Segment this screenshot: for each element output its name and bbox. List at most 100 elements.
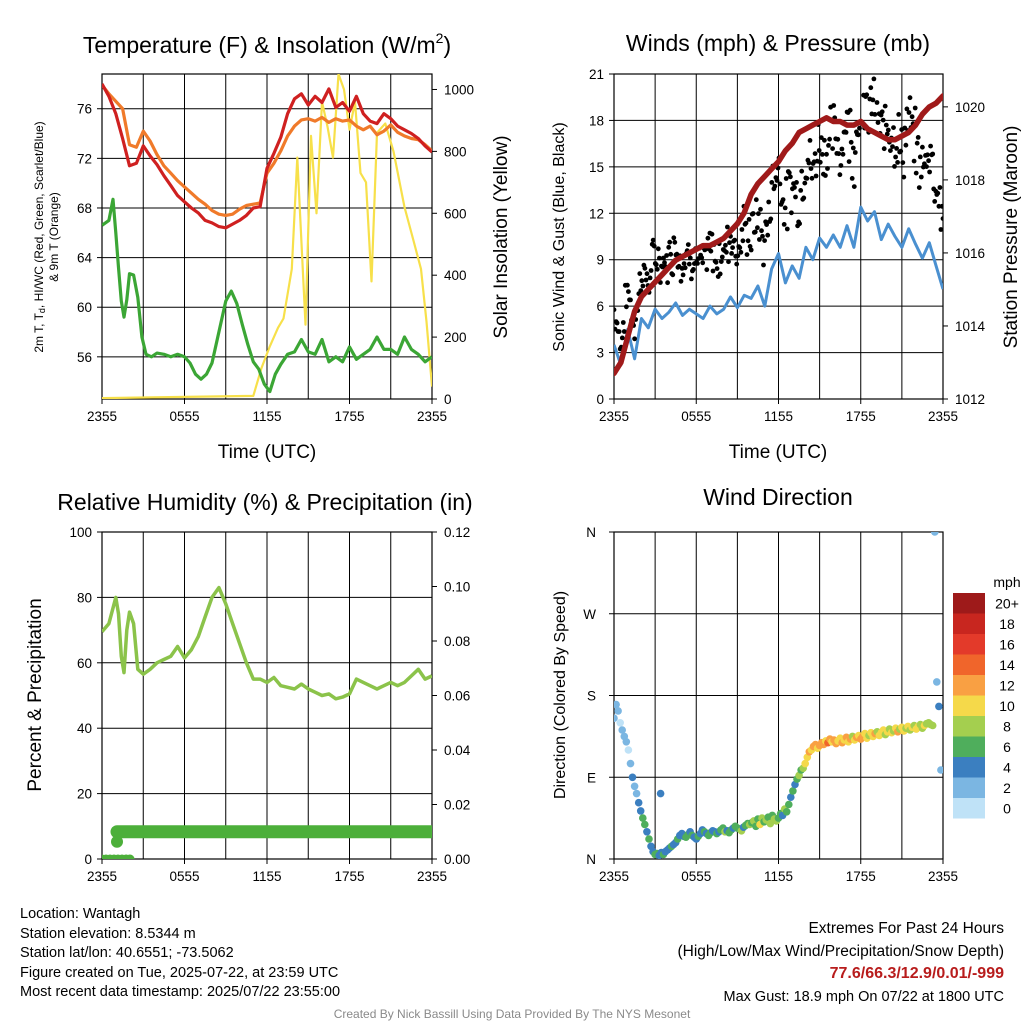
gust-point — [729, 251, 734, 256]
gust-point — [637, 271, 643, 276]
temp-series-1 — [102, 74, 432, 399]
y2-tick-label: 400 — [444, 268, 467, 283]
gust-point — [827, 136, 832, 142]
y2-tick-label: 1014 — [955, 319, 986, 334]
y2-tick-label: 0.02 — [444, 798, 470, 813]
extremes-box: Extremes For Past 24 Hours (High/Low/Max… — [678, 918, 1005, 1008]
gust-point — [819, 152, 825, 157]
gust-point — [858, 69, 863, 74]
gust-point — [730, 245, 735, 251]
gust-point — [682, 265, 688, 271]
temp-series-3 — [102, 83, 432, 230]
gust-point — [909, 114, 915, 120]
direction-point — [937, 766, 943, 774]
gust-point — [732, 237, 738, 243]
x-tick-label: 2355 — [928, 869, 958, 884]
gust-point — [871, 76, 877, 82]
gust-point — [840, 151, 846, 157]
gust-point — [937, 185, 943, 190]
gust-point — [852, 150, 858, 155]
gust-point — [713, 259, 719, 265]
gust-point — [759, 228, 764, 234]
x-tick-label: 2355 — [928, 409, 958, 424]
y2-tick-label: 600 — [444, 206, 467, 221]
gust-point — [848, 139, 854, 145]
legend-label: 12 — [999, 677, 1015, 693]
x-tick-label: 1155 — [252, 869, 281, 884]
legend-label: 20+ — [995, 595, 1019, 611]
y-tick-label: 9 — [596, 253, 604, 268]
gust-point — [780, 197, 786, 203]
series-group — [102, 74, 432, 399]
gust-point — [880, 117, 886, 123]
gust-point — [651, 243, 657, 249]
gust-point — [849, 176, 855, 181]
title-text: Temperature (F) & Insolation (W/m — [83, 32, 436, 58]
gust-point — [792, 185, 797, 190]
gust-point — [882, 103, 888, 109]
x-tick-label: 2355 — [87, 869, 117, 884]
legend-label: 0 — [1003, 800, 1011, 816]
gust-point — [616, 329, 622, 334]
gust-point — [614, 320, 620, 326]
gust-point — [619, 335, 625, 341]
direction-point — [616, 719, 624, 727]
y2-tick-label: 200 — [444, 330, 467, 345]
gust-point — [904, 106, 910, 112]
gust-point — [831, 103, 837, 108]
y-tick-label: S — [587, 689, 596, 704]
y-tick-label: 0 — [84, 852, 92, 867]
gust-point — [717, 271, 723, 277]
gust-point — [739, 227, 745, 232]
legend-swatch — [953, 593, 985, 614]
gust-point — [680, 272, 686, 278]
gust-point — [839, 146, 845, 152]
gust-point — [752, 229, 758, 235]
direction-point — [787, 793, 795, 801]
direction-point — [628, 0, 636, 4]
gust-point — [640, 283, 646, 289]
direction-point — [643, 828, 651, 836]
gust-point — [917, 154, 923, 160]
x-tick-label: 0555 — [681, 409, 711, 424]
legend-swatch — [953, 716, 985, 737]
station-location: Location: Wantagh — [20, 906, 141, 922]
gust-point — [643, 277, 649, 283]
temp-series-4 — [102, 197, 432, 394]
station-elevation: Station elevation: 8.5344 m — [20, 925, 196, 942]
series-group — [614, 69, 943, 377]
gust-point — [772, 183, 778, 189]
y-tick-label: W — [583, 607, 596, 622]
gust-point — [746, 217, 752, 222]
direction-point — [614, 714, 618, 722]
gust-point — [756, 211, 761, 217]
direction-point — [622, 738, 631, 746]
y-label-part: 2m T, T — [32, 312, 46, 352]
legend-swatch — [953, 634, 985, 655]
gust-point — [894, 146, 899, 151]
direction-point — [639, 0, 647, 4]
speed-legend: mph 20+ 18 16 14 12 10 8 6 4 2 0 — [953, 574, 1021, 819]
gust-point — [783, 176, 789, 181]
gust-point — [648, 268, 654, 273]
direction-point — [624, 746, 633, 754]
gust-point — [670, 272, 676, 278]
y-tick-label: 21 — [589, 67, 604, 82]
x-tick-label: 2355 — [599, 869, 629, 884]
gust-point — [806, 160, 812, 166]
y-tick-label: 60 — [77, 300, 92, 315]
gust-point — [750, 211, 756, 216]
credit-line: Created By Nick Bassill Using Data Provi… — [333, 1007, 691, 1021]
gust-point — [938, 227, 943, 232]
direction-point — [928, 721, 937, 730]
y2-tick-label: 0.10 — [444, 580, 470, 595]
chart-title-4: Wind Direction — [703, 484, 853, 510]
title-end: ) — [443, 32, 451, 58]
y2-tick-label: 0.06 — [444, 689, 470, 704]
direction-point — [933, 678, 941, 686]
gust-point — [766, 199, 772, 205]
x-tick-label: 0555 — [681, 869, 711, 884]
y-tick-label: 60 — [77, 656, 92, 671]
gust-point — [753, 197, 759, 203]
gust-point — [724, 249, 729, 255]
